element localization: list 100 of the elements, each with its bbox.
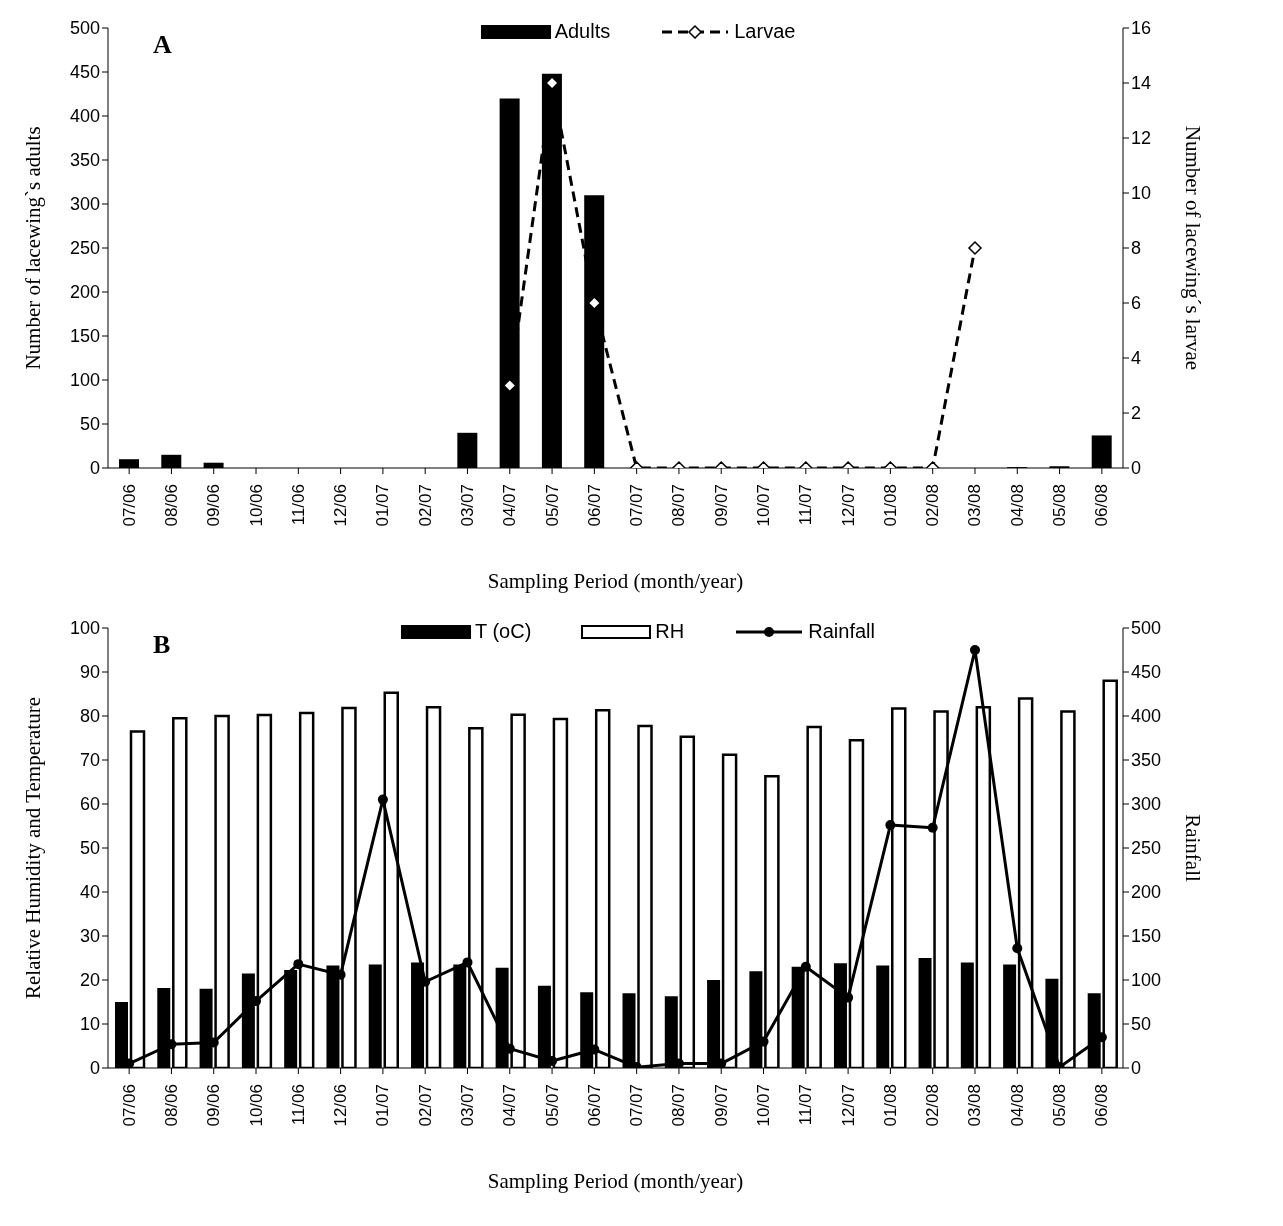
y2-tick-label: 0	[1131, 1058, 1142, 1079]
x-tick-label: 12/07	[838, 1084, 858, 1127]
y2-tick-label: 4	[1131, 348, 1142, 369]
x-tick-label: 07/07	[627, 1084, 647, 1127]
point	[1012, 943, 1023, 954]
y-axis-title: Relative Humidity and Temperature	[21, 697, 46, 999]
y2-tick-label: 150	[1131, 926, 1162, 947]
y-axis-title: Number of lacewing`s adults	[21, 126, 46, 370]
x-tick-label: 10/06	[246, 484, 266, 527]
y-tick-label: 500	[69, 18, 100, 39]
y2-tick-label: 200	[1131, 882, 1162, 903]
y-tick-label: 70	[79, 750, 100, 771]
y-tick-label: 350	[69, 150, 100, 171]
y2-tick-label: 50	[1131, 1014, 1152, 1035]
y2-tick-label: 2	[1131, 403, 1142, 424]
x-tick-label: 12/06	[331, 484, 351, 527]
y2-tick-label: 12	[1131, 128, 1152, 149]
legend-label: Larvae	[734, 20, 796, 43]
y2-tick-label: 250	[1131, 838, 1162, 859]
x-tick-label: 11/07	[796, 1084, 816, 1126]
y2-tick-label: 450	[1131, 662, 1162, 683]
x-tick-label: 02/08	[923, 484, 943, 527]
x-tick-label: 04/07	[500, 484, 520, 527]
point	[969, 645, 980, 655]
x-tick-label: 01/07	[373, 484, 393, 527]
x-tick-label: 01/07	[373, 1084, 393, 1127]
x-tick-label: 12/06	[331, 1084, 351, 1127]
y-tick-label: 90	[79, 662, 100, 683]
x-tick-label: 05/08	[1050, 1084, 1070, 1127]
x-tick-label: 09/07	[711, 1084, 731, 1127]
legend-label: T (oC)	[475, 620, 532, 643]
y2-tick-label: 10	[1131, 183, 1152, 204]
x-tick-label: 08/06	[161, 1084, 181, 1127]
legend-label: Rainfall	[808, 620, 875, 643]
y-tick-label: 0	[89, 1058, 100, 1079]
y2-tick-label: 16	[1131, 18, 1152, 39]
x-tick-label: 03/07	[457, 1084, 477, 1127]
x-tick-label: 04/08	[1007, 484, 1027, 527]
y-tick-label: 10	[79, 1014, 100, 1035]
x-axis-title: Sampling Period (month/year)	[487, 1169, 744, 1193]
x-tick-label: 06/07	[584, 1084, 604, 1127]
x-tick-label: 10/07	[754, 1084, 774, 1127]
x-tick-label: 11/06	[288, 484, 308, 526]
x-tick-label: 06/07	[584, 484, 604, 527]
x-tick-label: 10/07	[754, 484, 774, 527]
x-tick-label: 08/07	[669, 484, 689, 527]
point	[800, 961, 811, 972]
y-tick-label: 250	[69, 238, 100, 259]
legend-label: Adults	[554, 20, 611, 43]
y-tick-label: 30	[79, 926, 100, 947]
y-tick-label: 450	[69, 62, 100, 83]
point	[587, 296, 602, 310]
x-tick-label: 09/06	[204, 484, 224, 527]
annotation: B	[153, 630, 171, 660]
annotation: A	[153, 30, 172, 60]
y-tick-label: 100	[69, 370, 100, 391]
point	[885, 820, 896, 831]
y2-tick-label: 100	[1131, 970, 1162, 991]
point	[968, 241, 982, 255]
y-tick-label: 100	[69, 618, 100, 639]
x-tick-label: 07/07	[627, 484, 647, 527]
x-tick-label: 04/08	[1007, 1084, 1027, 1127]
legend-label: RH	[655, 620, 685, 643]
x-tick-label: 12/07	[838, 484, 858, 527]
y2-tick-label: 8	[1131, 238, 1142, 259]
y2-tick-label: 500	[1131, 618, 1162, 639]
x-tick-label: 08/07	[669, 1084, 689, 1127]
x-axis-title: Sampling Period (month/year)	[487, 569, 744, 593]
x-tick-label: 09/07	[711, 484, 731, 527]
x-tick-label: 10/06	[246, 1084, 266, 1127]
point	[462, 957, 473, 968]
y2-axis-title: Number of lacewing´s larvae	[1180, 125, 1205, 371]
x-tick-label: 11/06	[288, 1084, 308, 1126]
x-tick-label: 05/08	[1050, 484, 1070, 527]
x-tick-label: 05/07	[542, 1084, 562, 1127]
y2-tick-label: 14	[1131, 73, 1152, 94]
x-tick-label: 03/07	[457, 484, 477, 527]
y-tick-label: 300	[69, 194, 100, 215]
x-tick-label: 07/06	[119, 1084, 139, 1127]
x-tick-label: 02/08	[923, 1084, 943, 1127]
x-tick-label: 09/06	[204, 1084, 224, 1127]
y2-axis-title: Rainfall	[1180, 814, 1205, 882]
y2-tick-label: 6	[1131, 293, 1142, 314]
y2-tick-label: 300	[1131, 794, 1162, 815]
y-tick-label: 150	[69, 326, 100, 347]
y-tick-label: 50	[79, 838, 100, 859]
y2-tick-label: 0	[1131, 458, 1142, 479]
x-tick-label: 03/08	[965, 484, 985, 527]
x-tick-label: 02/07	[415, 484, 435, 527]
y2-tick-label: 400	[1131, 706, 1162, 727]
y-tick-label: 0	[89, 458, 100, 479]
y-tick-label: 50	[79, 414, 100, 435]
y-tick-label: 400	[69, 106, 100, 127]
x-tick-label: 04/07	[500, 1084, 520, 1127]
x-tick-label: 01/08	[880, 1084, 900, 1127]
point	[927, 822, 938, 833]
x-tick-label: 01/08	[880, 484, 900, 527]
x-tick-label: 08/06	[161, 484, 181, 527]
y-tick-label: 80	[79, 706, 100, 727]
y-tick-label: 20	[79, 970, 100, 991]
